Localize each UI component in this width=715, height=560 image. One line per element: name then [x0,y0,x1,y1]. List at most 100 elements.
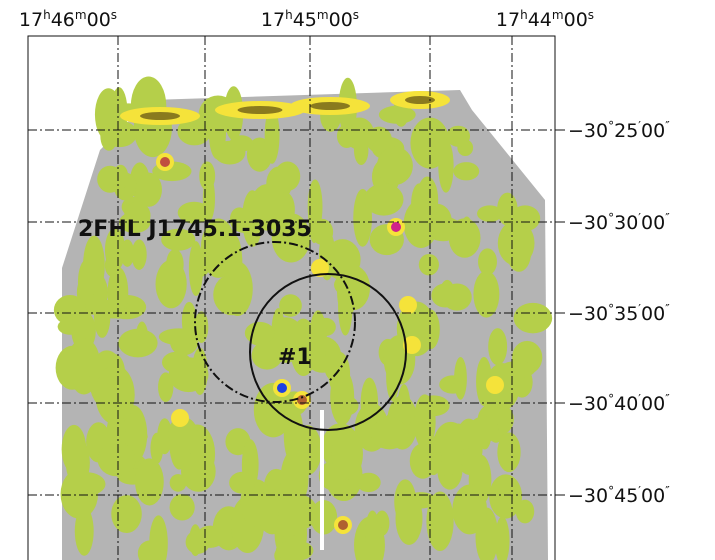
label-part: −30 [568,212,608,234]
emission-blob [364,183,403,215]
label-part: 45 [293,9,317,31]
emission-blob [61,469,98,518]
emission-blob [452,485,487,535]
dec-label: −30°35′00″ [568,302,670,325]
emission-blob [166,249,183,280]
label-part: h [520,8,528,22]
dec-label: −30°30′00″ [568,211,670,234]
source [403,300,413,310]
ra-label: 17h44m00s [496,8,594,31]
emission-blob [309,310,327,367]
emission-blob [500,361,536,378]
gap [320,410,324,550]
label-part: 46 [51,9,75,31]
label-part: −30 [568,393,608,415]
emission-blob [417,395,449,416]
label-part: −30 [568,303,608,325]
label-part: ″ [665,392,670,406]
emission-blob [426,442,442,475]
label-part: ″ [665,484,670,498]
emission-blob [132,240,147,270]
label-part: 00 [564,9,588,31]
emission-blob [222,261,252,315]
source [175,413,185,423]
source [490,380,500,390]
emission-blob [438,139,453,192]
emission-blob [83,236,105,295]
label-part: 17 [496,9,520,31]
source [338,520,348,530]
label-part: m [75,8,87,22]
label-part: 40 [614,393,638,415]
emission-blob [245,322,275,344]
label-part: ″ [665,302,670,316]
dec-label: −30°25′00″ [568,119,670,142]
band-core [140,112,180,120]
label-part: 44 [528,9,552,31]
emission-blob [453,162,479,180]
dec-label: −30°45′00″ [568,484,670,507]
emission-blob [159,328,199,345]
source-label: 2FHL J1745.1-3035 [78,217,312,242]
label-part: 00 [641,303,665,325]
emission-blob [411,183,427,225]
emission-blob [514,303,553,333]
emission-blob [102,120,137,147]
emission-blob [371,418,409,449]
emission-blob [337,124,357,148]
emission-blob [331,427,363,479]
dec-label: −30°40′00″ [568,392,670,415]
candidate-label: #1 [278,345,312,370]
label-part: ″ [665,211,670,225]
label-part: ″ [665,119,670,133]
label-part: 25 [614,120,638,142]
band-core [238,106,283,114]
emission-blob [330,369,354,426]
label-part: m [317,8,329,22]
emission-blob [181,451,216,492]
emission-blob [186,530,210,554]
emission-blob [135,458,164,505]
emission-blob [473,271,499,318]
label-part: h [285,8,293,22]
label-part: −30 [568,120,608,142]
source [407,340,417,350]
emission-blob [454,357,467,400]
emission-blob [136,173,162,207]
label-part: 00 [329,9,353,31]
emission-blob [98,443,136,477]
label-part: 30 [614,212,638,234]
label-part: 45 [614,485,638,507]
label-part: 17 [19,9,43,31]
emission-blob [442,283,471,310]
emission-blob [395,492,422,545]
emission-blob [446,126,470,147]
emission-blob [94,296,110,338]
emission-blob [229,472,255,494]
label-part: 00 [641,485,665,507]
emission-blob [365,510,380,554]
label-part: −30 [568,485,608,507]
band-core [310,102,350,110]
source [315,263,325,273]
label-part: h [43,8,51,22]
label-part: 00 [641,120,665,142]
source [391,222,401,232]
emission-blob [497,432,520,472]
emission-blob [469,416,499,442]
emission-blob [113,165,128,189]
emission-blob [377,147,413,185]
emission-blob [229,135,253,152]
label-part: 00 [641,212,665,234]
label-part: 17 [261,9,285,31]
label-part: 00 [87,9,111,31]
label-part: s [353,8,359,22]
sky-map: 2FHL J1745.1-3035 #1 17h46m00s17h45m00s1… [0,0,715,560]
label-part: 00 [641,393,665,415]
emission-blob [477,205,503,221]
emission-blob [478,248,497,275]
source [160,157,170,167]
emission-blob [111,495,142,533]
ra-label: 17h46m00s [19,8,117,31]
label-part: s [111,8,117,22]
